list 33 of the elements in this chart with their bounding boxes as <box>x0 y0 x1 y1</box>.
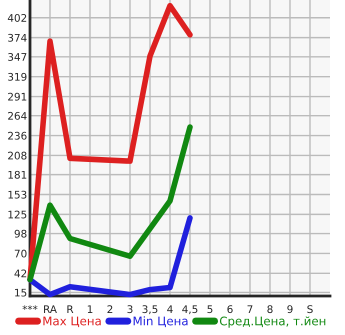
y-tick-label: 42 <box>14 270 26 278</box>
x-tick-label: 3,5 <box>142 305 158 314</box>
x-tick-label: 3 <box>127 305 132 314</box>
y-tick-label: 153 <box>8 190 26 199</box>
legend-label: Сред.Цена, т.йен <box>220 316 326 328</box>
legend-label: Max Цена <box>43 316 101 328</box>
x-tick-label: 5 <box>207 305 212 314</box>
y-tick-label: 291 <box>8 92 26 101</box>
x-tick-label: R <box>67 305 74 313</box>
y-tick-label: 70 <box>14 250 27 258</box>
y-tick-label: 125 <box>8 210 26 218</box>
legend-label: Min Цена <box>134 316 188 328</box>
y-tick-label: 236 <box>8 132 27 140</box>
y-tick-label: 264 <box>8 112 27 120</box>
y-tick-label: 15 <box>15 288 26 297</box>
x-tick-label: 6 <box>227 305 233 314</box>
y-tick-label: 347 <box>8 53 26 61</box>
y-tick-label: 208 <box>8 152 27 160</box>
y-tick-label: 402 <box>8 14 26 22</box>
y-tick-label: 181 <box>8 170 26 179</box>
x-tick-label: 2 <box>107 305 112 313</box>
x-tick-label: 1 <box>88 305 92 313</box>
x-tick-label: 7 <box>248 305 252 313</box>
x-tick-label: S <box>307 305 313 314</box>
x-tick-label: RA <box>44 305 57 313</box>
y-tick-label: 374 <box>8 34 27 42</box>
x-tick-label: 8 <box>267 305 273 314</box>
x-tick-label: 4,5 <box>182 305 198 314</box>
x-tick-label: 4 <box>167 305 173 313</box>
y-tick-label: 98 <box>14 230 27 238</box>
y-tick-label: 319 <box>8 72 26 81</box>
x-tick-label: 9 <box>287 305 293 314</box>
x-tick-label: *** <box>22 305 38 310</box>
